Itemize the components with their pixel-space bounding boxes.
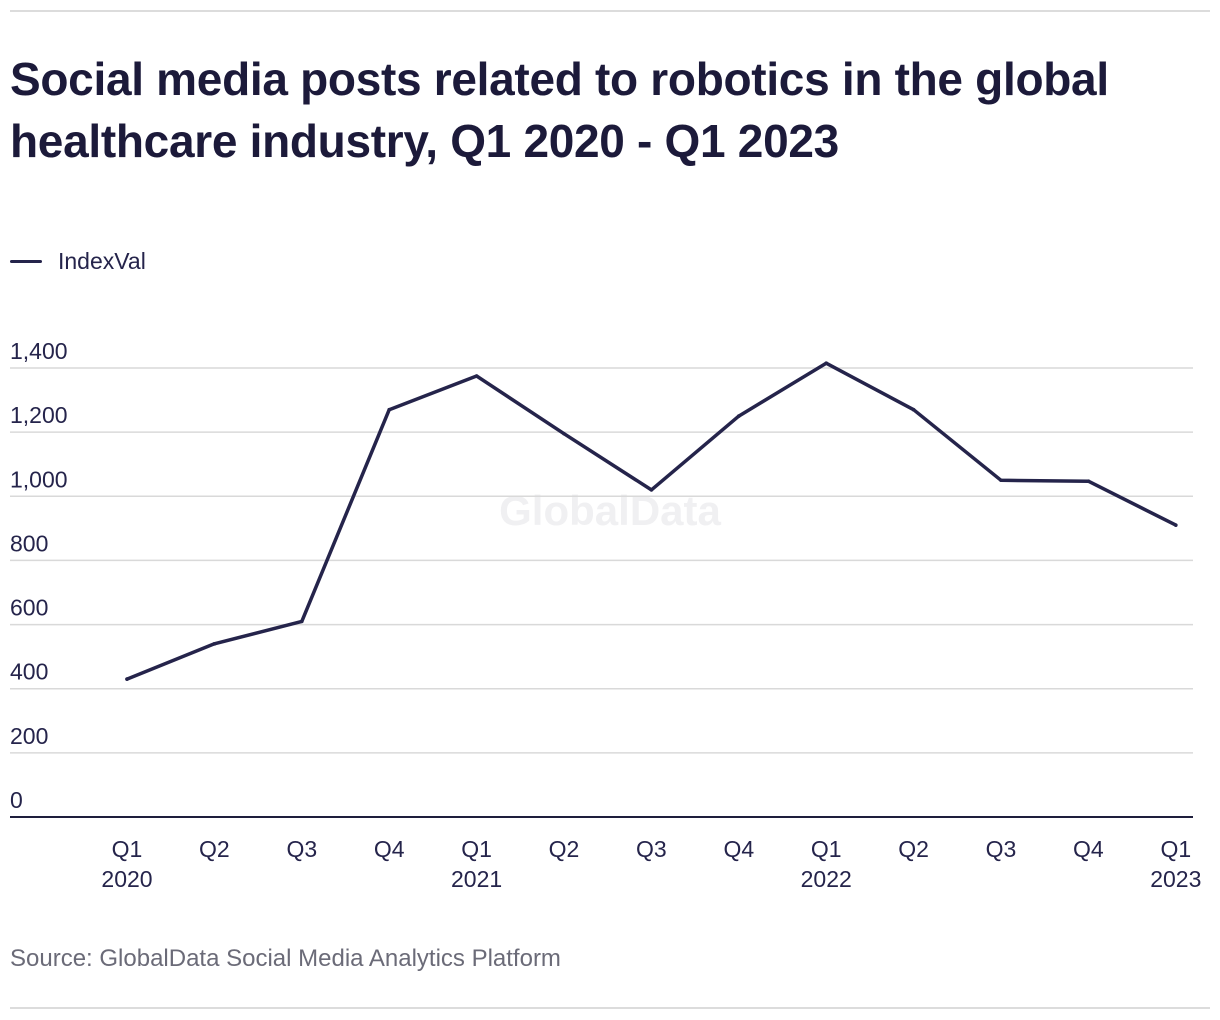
data-point: [125, 677, 129, 681]
x-tick-label: Q1: [461, 836, 492, 862]
x-tick-label: Q2: [549, 836, 580, 862]
data-point: [212, 642, 217, 646]
x-tick-year-label: 2020: [101, 866, 152, 892]
data-point: [999, 478, 1003, 483]
legend: IndexVal: [10, 248, 146, 275]
data-point: [300, 619, 304, 624]
x-tick-label: Q1: [1160, 836, 1191, 862]
y-tick-label: 1,400: [10, 338, 68, 364]
legend-line-swatch: [10, 260, 42, 263]
legend-label: IndexVal: [58, 248, 146, 274]
bottom-rule: [10, 1007, 1210, 1009]
x-tick-label: Q1: [811, 836, 842, 862]
x-axis-labels: Q1 2020 Q2 Q3 Q4 Q1 2021 Q2 Q3 Q4 Q1 2022 Q2 Q3 Q4 Q1 20…: [101, 836, 1201, 892]
gridlines: [10, 367, 1193, 818]
data-point: [474, 374, 479, 378]
x-tick-label: Q3: [986, 836, 1017, 862]
y-tick-label: 800: [10, 530, 48, 556]
x-tick-year-label: 2021: [451, 866, 502, 892]
series-layer: [125, 361, 1178, 681]
y-axis-labels: 0 200 400 600 800 1,000 1,200 1,400: [10, 338, 68, 813]
y-tick-label: 1,200: [10, 402, 68, 428]
data-point: [824, 361, 828, 365]
x-tick-label: Q4: [1073, 836, 1104, 862]
chart-title: Social media posts related to robotics i…: [10, 53, 1109, 167]
x-tick-label: Q3: [636, 836, 667, 862]
x-tick-label: Q4: [723, 836, 754, 862]
x-tick-label: Q2: [199, 836, 230, 862]
source-note: Source: GlobalData Social Media Analytic…: [10, 945, 561, 972]
x-tick-label: Q2: [898, 836, 929, 862]
data-point: [562, 431, 566, 436]
watermark: GlobalData: [499, 487, 721, 534]
top-rule: [10, 10, 1210, 12]
data-point: [911, 407, 916, 412]
y-tick-label: 200: [10, 723, 48, 749]
data-point: [1174, 523, 1178, 527]
y-tick-label: 1,000: [10, 466, 68, 492]
data-point: [649, 488, 654, 492]
x-tick-year-label: 2023: [1150, 866, 1201, 892]
data-point: [737, 414, 741, 418]
x-tick-label: Q4: [374, 836, 405, 862]
data-point: [387, 407, 392, 412]
y-tick-label: 600: [10, 595, 48, 621]
data-point: [1086, 479, 1091, 484]
x-tick-year-label: 2022: [801, 866, 852, 892]
line-chart: GlobalData 02004006008001,0001,2001,400 …: [10, 338, 1201, 892]
y-tick-label: 0: [10, 787, 23, 813]
x-tick-label: Q1: [112, 836, 143, 862]
x-tick-label: Q3: [286, 836, 317, 862]
y-tick-label: 400: [10, 659, 48, 685]
